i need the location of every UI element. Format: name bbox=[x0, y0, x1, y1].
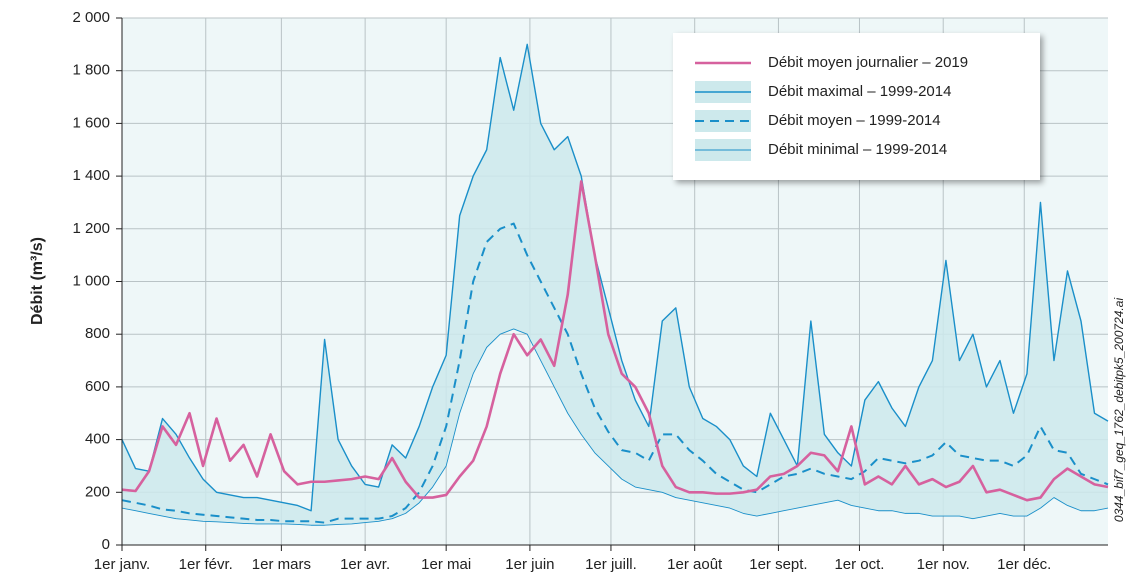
y-tick-label: 1 200 bbox=[72, 220, 110, 237]
y-tick-label: 1 600 bbox=[72, 114, 110, 131]
x-tick-label: 1er avr. bbox=[340, 556, 390, 573]
x-tick-label: 1er janv. bbox=[94, 556, 150, 573]
series-line bbox=[121, 43, 1109, 512]
range-band bbox=[122, 44, 1108, 526]
side-note: 0344_bif7_geq_1762_debitpk5_200724.ai bbox=[1112, 298, 1126, 523]
legend-label: Débit moyen journalier – 2019 bbox=[768, 54, 968, 71]
y-tick-label: 200 bbox=[85, 483, 110, 500]
x-tick-label: 1er déc. bbox=[997, 556, 1051, 573]
y-tick-label: 2 000 bbox=[72, 9, 110, 26]
x-tick-label: 1er mars bbox=[252, 556, 311, 573]
legend: Débit moyen journalier – 2019 Débit maxim… bbox=[673, 33, 1040, 180]
legend-swatch-fill bbox=[695, 110, 751, 132]
x-tick-label: 1er juin bbox=[505, 556, 554, 573]
series-line bbox=[121, 328, 1109, 526]
y-tick-label: 800 bbox=[85, 325, 110, 342]
legend-label: Débit minimal – 1999-2014 bbox=[768, 141, 947, 158]
series-line bbox=[121, 222, 1109, 524]
y-tick-label: 400 bbox=[85, 431, 110, 448]
series-line bbox=[121, 180, 1109, 502]
x-tick-label: 1er févr. bbox=[179, 556, 233, 573]
y-tick-label: 1 400 bbox=[72, 167, 110, 184]
y-tick-label: 0 bbox=[102, 536, 110, 553]
legend-label: Débit moyen – 1999-2014 bbox=[768, 112, 941, 129]
x-tick-label: 1er oct. bbox=[834, 556, 884, 573]
y-tick-label: 600 bbox=[85, 378, 110, 395]
x-tick-label: 1er juill. bbox=[585, 556, 637, 573]
y-axis-label: Débit (m³/s) bbox=[29, 237, 46, 325]
legend-label: Débit maximal – 1999-2014 bbox=[768, 83, 951, 100]
y-tick-label: 1 000 bbox=[72, 272, 110, 289]
x-tick-label: 1er août bbox=[667, 556, 723, 573]
x-tick-label: 1er sept. bbox=[749, 556, 807, 573]
x-tick-label: 1er nov. bbox=[917, 556, 970, 573]
x-tick-label: 1er mai bbox=[421, 556, 471, 573]
y-tick-label: 1 800 bbox=[72, 62, 110, 79]
